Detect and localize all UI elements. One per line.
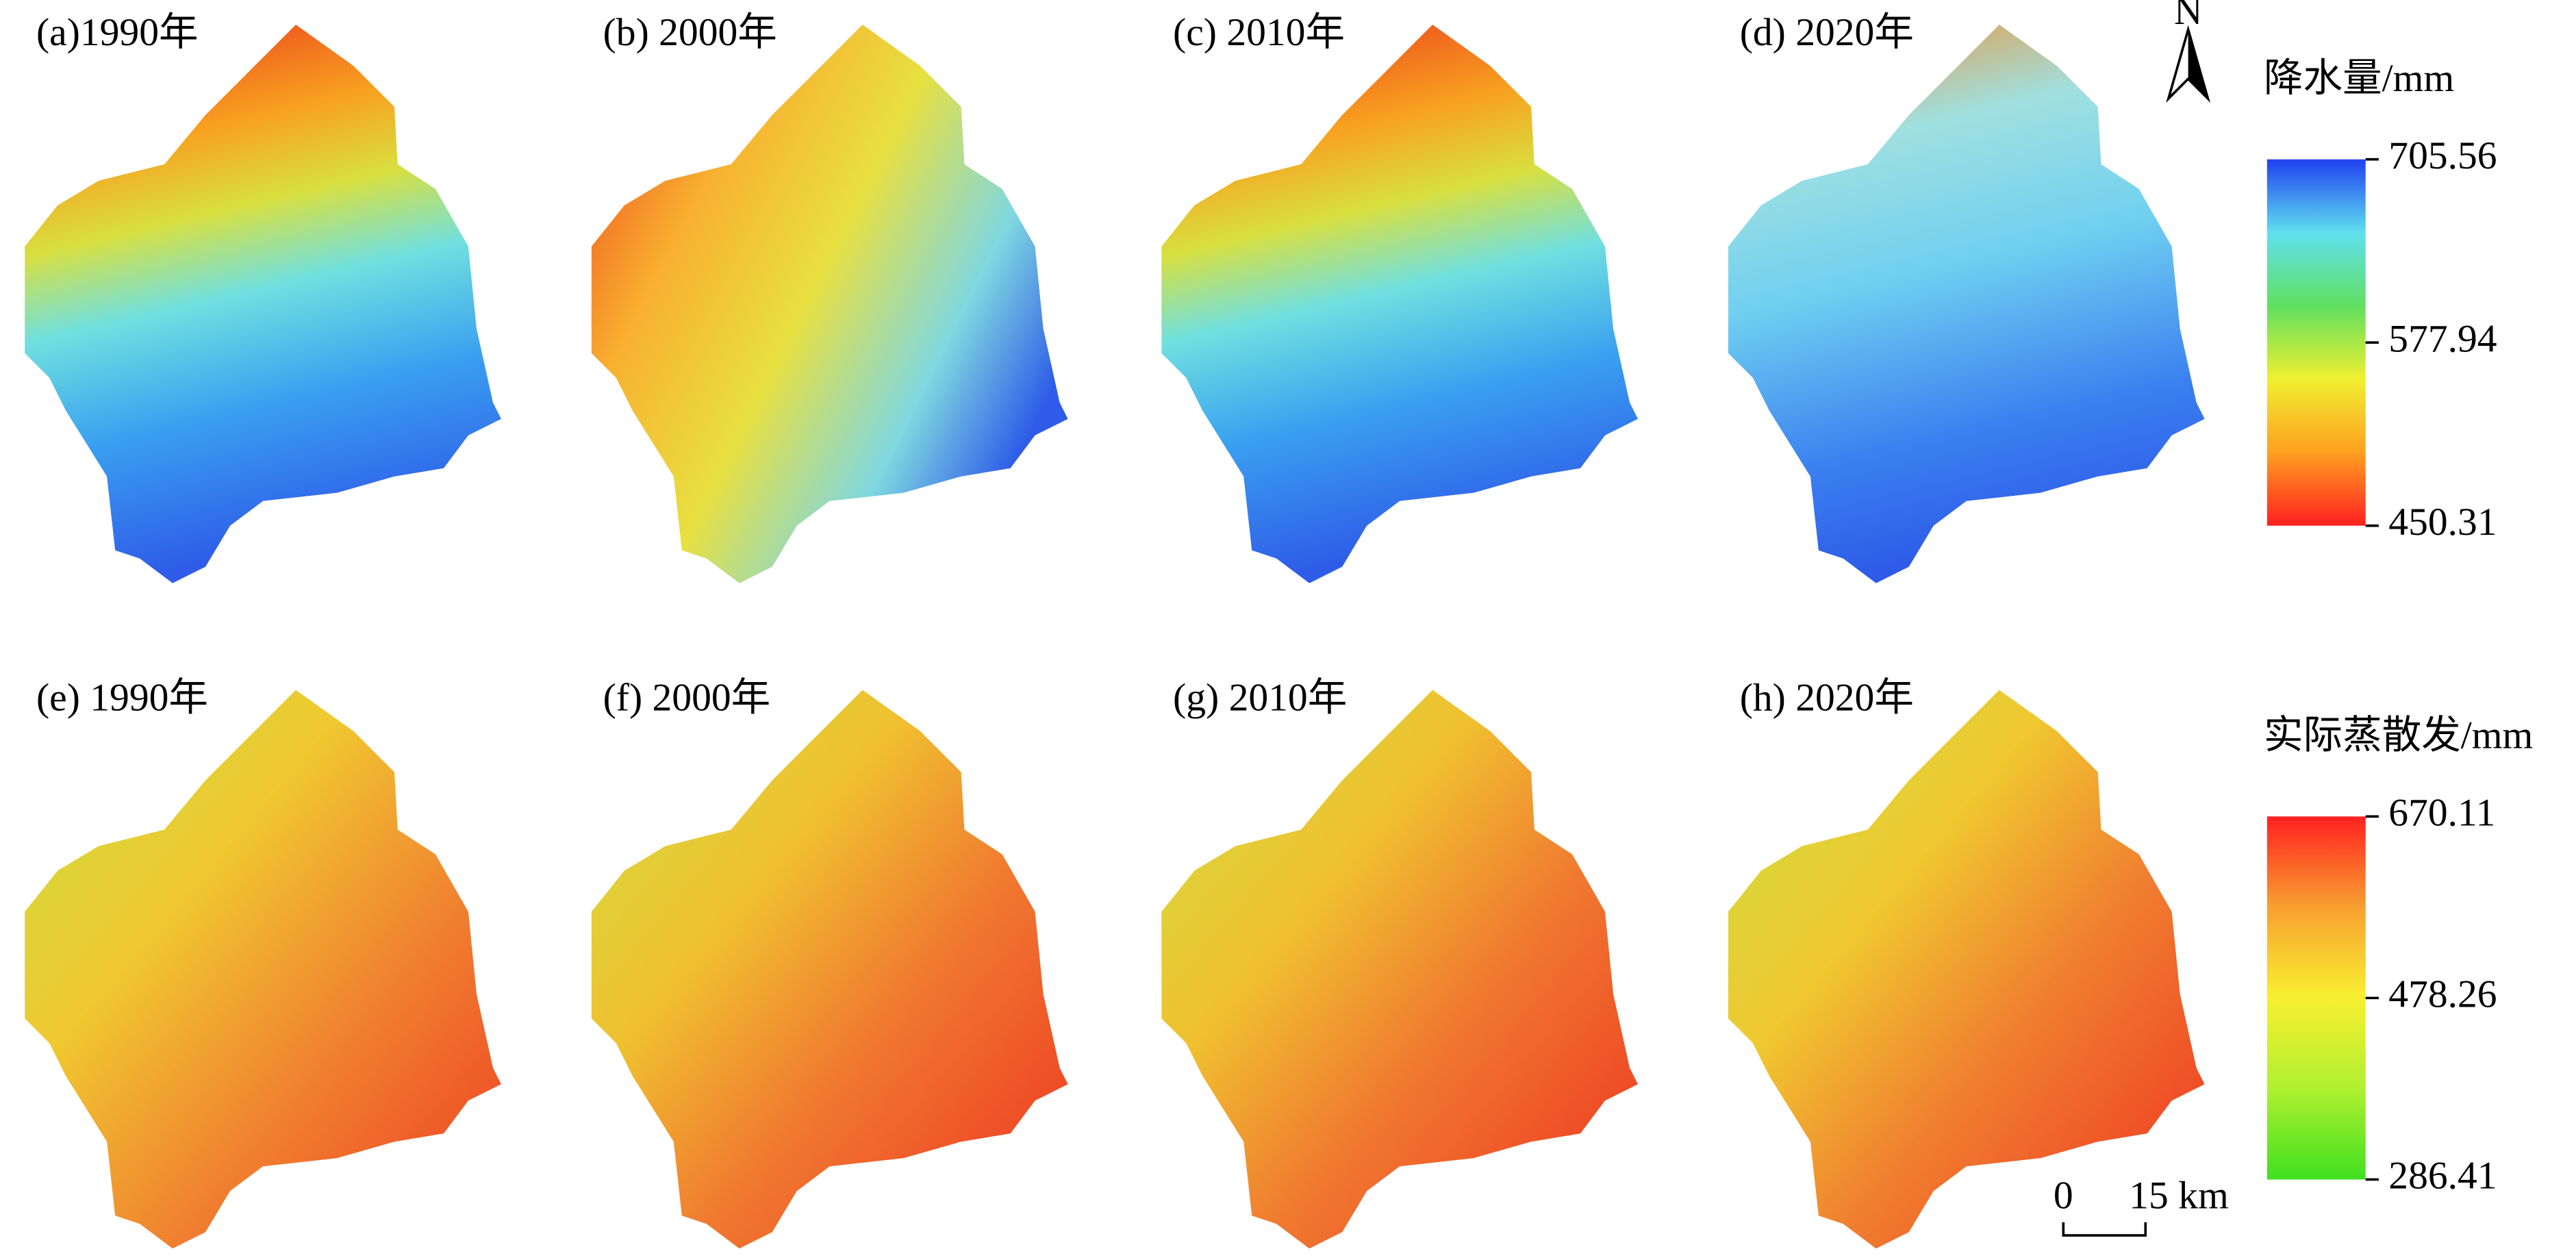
legend-title: 降水量/mm (2264, 57, 2454, 100)
scale-bar: 0 15 km (2054, 1174, 2229, 1237)
panel-label: (g) 2010年 (1173, 677, 1347, 720)
panel-label: (d) 2020年 (1740, 11, 1914, 54)
basin-map (25, 24, 501, 583)
basin-map (1728, 24, 2205, 583)
north-arrow: N (2166, 0, 2211, 103)
legend-tick-label: 450.31 (2388, 501, 2497, 544)
panel-label: (c) 2010年 (1173, 11, 1345, 54)
legend-tick-label: 670.11 (2388, 792, 2495, 835)
basin-map (25, 690, 501, 1249)
panel-label: (b) 2000年 (603, 11, 777, 54)
basin-map (1161, 24, 1638, 583)
panel-label: (h) 2020年 (1740, 677, 1914, 720)
basin-map (1161, 690, 1638, 1249)
legend-tick-label: 478.26 (2388, 973, 2497, 1016)
scale-start: 0 (2054, 1174, 2073, 1217)
basin-map (591, 24, 1068, 583)
panel-label: (e) 1990年 (36, 677, 208, 720)
north-label: N (2174, 0, 2203, 33)
legend-tick-label: 577.94 (2388, 317, 2497, 360)
legend-tick-label: 705.56 (2388, 134, 2497, 177)
legend-tick-label: 286.41 (2388, 1155, 2497, 1198)
color-bar (2266, 159, 2366, 526)
color-bar (2266, 816, 2366, 1180)
basin-map (591, 690, 1068, 1249)
basin-map (1728, 690, 2205, 1249)
scale-end: 15 km (2129, 1174, 2229, 1217)
panel-label: (f) 2000年 (603, 677, 771, 720)
panel-label: (a)1990年 (36, 11, 199, 54)
legend-title: 实际蒸散发/mm (2264, 714, 2533, 757)
